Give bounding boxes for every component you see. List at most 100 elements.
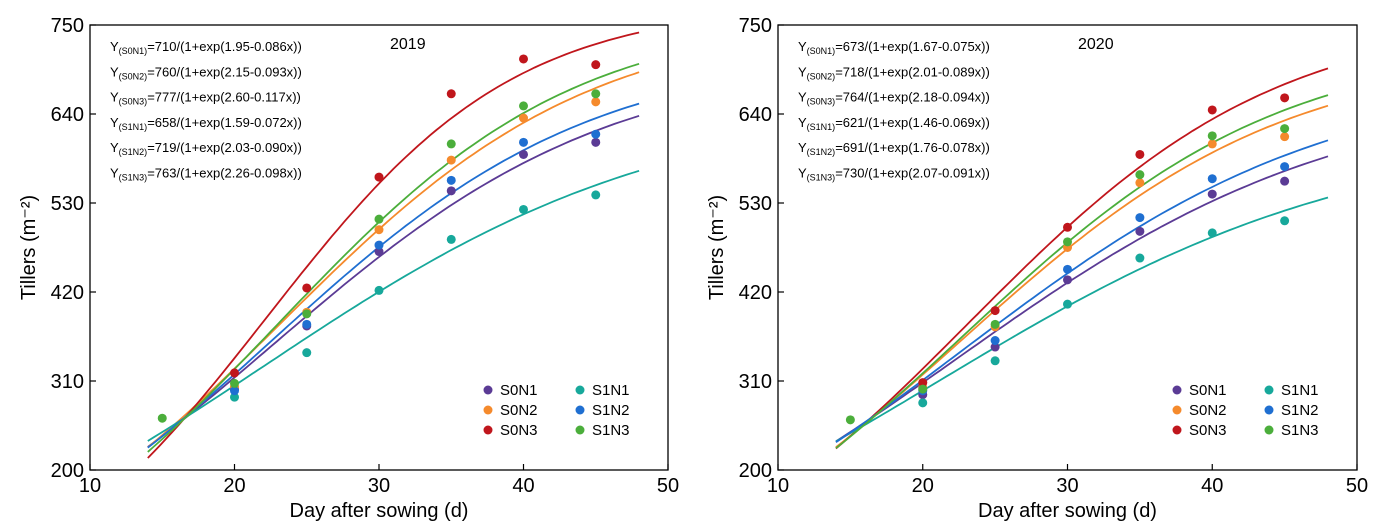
data-point [230,378,239,388]
equation-rhs: =710/(1+exp(1.95-0.086x)) [147,39,302,54]
fit-equation: Y(S1N1)=621/(1+exp(1.46-0.069x)) [798,115,990,132]
fit-curve [835,196,1329,443]
legend-label: S1N3 [1281,422,1319,439]
legend-label: S1N2 [1281,402,1319,419]
y-tick-label: 200 [51,460,84,482]
data-point [446,234,456,244]
data-point [1135,149,1145,159]
equation-rhs: =691/(1+exp(1.76-0.078x)) [835,140,990,155]
data-point [990,306,1000,316]
legend-label: S1N1 [592,382,630,399]
equation-lhs: Y [110,39,119,54]
data-point [990,336,1000,346]
y-tick-label: 530 [51,193,84,215]
data-point [1207,228,1217,238]
plot-frame [89,24,669,471]
fit-curve [147,62,640,453]
equation-lhs: Y [798,64,807,79]
equation-subscript: (S1N2) [807,147,836,157]
equation-subscript: (S1N3) [807,173,836,183]
plot-frame [777,24,1358,471]
data-point [1063,237,1072,247]
fit-curve [835,155,1329,443]
data-point [1207,174,1217,184]
legend-marker [483,385,493,395]
data-point [519,204,528,214]
legend-marker [1264,405,1274,415]
data-point [302,283,312,293]
fit-equation: Y(S1N2)=719/(1+exp(2.03-0.090x)) [110,140,302,157]
equation-lhs: Y [110,140,119,155]
y-tick-label: 640 [51,104,84,126]
y-tick-label: 530 [739,193,772,215]
fit-equation: Y(S1N3)=730/(1+exp(2.07-0.091x)) [798,166,990,183]
equation-lhs: Y [798,166,807,181]
data-point [519,54,528,64]
equation-rhs: =764/(1+exp(2.18-0.094x)) [835,90,990,105]
data-point [230,386,239,396]
data-point [990,356,1000,366]
data-point [1207,105,1217,115]
fit-equation: Y(S1N2)=691/(1+exp(1.76-0.078x)) [798,140,990,157]
legend-marker [1264,385,1274,395]
equation-lhs: Y [110,115,119,130]
equation-rhs: =658/(1+exp(1.59-0.072x)) [147,115,302,130]
legend-marker [1172,405,1182,415]
data-point [591,60,601,70]
legend-marker [575,385,585,395]
fit-curve [835,139,1329,444]
data-point [157,413,167,423]
data-point [1135,226,1145,236]
equation-lhs: Y [110,90,119,105]
x-tick-label: 10 [767,475,789,497]
y-tick-label: 640 [739,104,772,126]
fit-equation: Y(S1N1)=658/(1+exp(1.59-0.072x)) [110,115,302,132]
equation-subscript: (S1N3) [119,173,148,183]
y-tick-label: 420 [739,282,772,304]
legend-label: S0N2 [500,402,538,419]
legend-label: S1N3 [592,422,630,439]
fit-curve [835,67,1329,450]
data-point [918,384,928,394]
data-point [374,247,384,257]
equation-subscript: (S1N2) [119,147,148,157]
data-point [519,149,528,159]
legend-marker [1172,385,1182,395]
data-point [374,225,384,235]
data-point [990,319,1000,329]
data-point [446,139,456,149]
equation-rhs: =719/(1+exp(2.03-0.090x)) [147,140,302,155]
data-point [374,240,384,250]
fit-equation: Y(S1N3)=763/(1+exp(2.26-0.098x)) [110,166,302,183]
panel-label: 2020 [1078,36,1114,53]
equation-rhs: =760/(1+exp(2.15-0.093x)) [147,64,302,79]
data-point [1280,93,1290,103]
data-point [918,378,928,388]
fit-curve [835,104,1329,448]
equation-subscript: (S0N2) [119,71,148,81]
fit-curve [147,102,640,449]
x-tick-label: 10 [79,475,101,497]
equation-lhs: Y [798,115,807,130]
data-point [591,137,601,147]
equation-rhs: =673/(1+exp(1.67-0.075x)) [835,39,990,54]
data-point [1135,253,1145,263]
y-axis-label: Tillers (m⁻²) [706,195,728,300]
equation-lhs: Y [798,140,807,155]
data-point [446,186,456,196]
fit-equation: Y(S0N1)=673/(1+exp(1.67-0.075x)) [798,39,990,56]
data-point [990,342,1000,352]
data-point [1280,162,1290,172]
y-tick-label: 750 [51,15,84,37]
data-point [918,398,928,408]
equation-rhs: =730/(1+exp(2.07-0.091x)) [835,166,990,181]
data-point [374,172,384,182]
legend-label: S0N2 [1189,402,1227,419]
legend-label: S1N1 [1281,382,1319,399]
equation-subscript: (S0N1) [119,46,148,56]
data-point [519,101,528,111]
data-point [519,113,528,123]
fit-equation: Y(S0N1)=710/(1+exp(1.95-0.086x)) [110,39,302,56]
legend-label: S0N3 [500,422,538,439]
